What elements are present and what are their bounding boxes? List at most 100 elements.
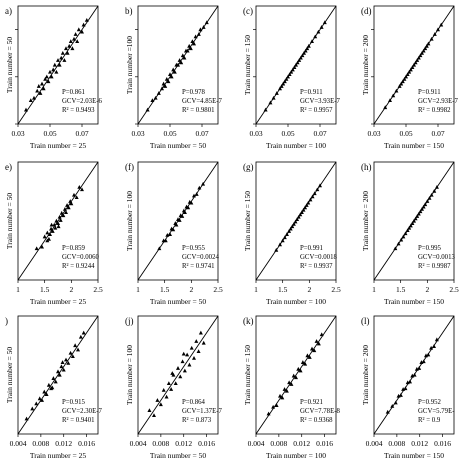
data-point — [278, 393, 282, 398]
x-tick-label: 0.004 — [10, 439, 27, 448]
panel-label: (c) — [243, 6, 253, 16]
data-point — [303, 48, 308, 53]
data-point — [197, 185, 202, 190]
x-tick-label: 0.05 — [43, 129, 56, 138]
data-point — [266, 411, 271, 416]
data-point — [312, 191, 317, 196]
data-point — [76, 347, 80, 352]
data-point — [69, 201, 74, 206]
x-tick-label: 1.5 — [396, 285, 406, 294]
data-point — [172, 69, 177, 74]
data-point — [176, 62, 180, 67]
data-point — [62, 207, 67, 211]
data-point — [68, 350, 73, 355]
x-tick-label: 0.03 — [367, 129, 380, 138]
plot-frame — [373, 161, 455, 281]
data-point — [64, 46, 68, 51]
data-point — [147, 408, 152, 412]
stat-text: P=0.911 — [418, 89, 441, 96]
data-point — [34, 246, 39, 251]
data-point — [153, 95, 158, 100]
x-tick-label: 2 — [425, 285, 429, 294]
data-point — [41, 86, 46, 91]
x-tick-label: 2 — [307, 285, 311, 294]
data-point — [403, 386, 408, 391]
data-point — [169, 387, 174, 391]
data-point — [66, 361, 71, 365]
x-tick-label: 0.004 — [130, 439, 147, 448]
data-point — [44, 74, 49, 79]
data-point — [300, 360, 305, 364]
panel-label: b) — [125, 6, 133, 16]
data-point — [168, 72, 172, 77]
data-point — [292, 65, 297, 69]
x-axis-label: Train number = 100 — [266, 451, 326, 460]
stat-text: R² = 0.9244 — [62, 263, 95, 270]
data-point — [304, 203, 309, 207]
x-tick-label: 0.008 — [32, 439, 49, 448]
data-point — [166, 79, 171, 84]
data-point — [394, 88, 399, 93]
data-point — [289, 382, 294, 386]
plot-frame — [255, 315, 337, 435]
data-point — [182, 55, 187, 60]
panel-label: (l) — [361, 316, 370, 326]
data-point — [280, 238, 285, 243]
data-point — [166, 381, 171, 386]
x-tick-label: 0.012 — [411, 439, 428, 448]
data-point — [59, 364, 64, 369]
stat-text: P=0.952 — [418, 399, 442, 406]
stat-text: R² = 0.9 — [418, 417, 441, 424]
data-point — [185, 48, 190, 53]
data-point — [77, 184, 82, 189]
data-point — [421, 204, 426, 209]
x-tick-label: 0.07 — [313, 129, 326, 138]
data-point — [308, 197, 313, 202]
data-point — [185, 352, 190, 357]
data-point — [410, 221, 415, 225]
data-point — [295, 217, 300, 222]
stat-text: R² = 0.9493 — [62, 107, 95, 114]
data-point — [420, 51, 424, 55]
data-point — [155, 398, 160, 402]
data-point — [397, 84, 402, 88]
data-point — [310, 39, 314, 43]
data-point — [164, 76, 169, 81]
x-axis-label: Train number = 50 — [150, 451, 206, 460]
data-point — [393, 246, 398, 251]
data-point — [81, 330, 86, 335]
data-point — [80, 29, 84, 34]
data-point — [72, 192, 76, 197]
y-axis-label: Train number = 150 — [243, 191, 252, 251]
data-point — [37, 396, 42, 401]
x-axis-label: Train number = 100 — [266, 297, 326, 306]
data-point — [288, 226, 293, 231]
panel-label: (j) — [125, 316, 134, 326]
x-tick-label: 0.012 — [55, 439, 72, 448]
data-point — [192, 193, 196, 198]
panel-label: (g) — [243, 162, 254, 172]
data-point — [295, 60, 300, 65]
plot-frame — [17, 161, 99, 281]
stat-text: P=0.955 — [182, 245, 206, 252]
x-tick-label: 1.5 — [40, 285, 50, 294]
data-point — [416, 211, 421, 216]
data-point — [434, 337, 439, 342]
data-point — [300, 53, 305, 58]
data-point — [161, 387, 166, 392]
data-point — [287, 380, 292, 385]
data-point — [303, 361, 308, 366]
data-point — [436, 27, 440, 32]
x-tick-label: 0.012 — [293, 439, 310, 448]
x-tick-label: 0.008 — [270, 439, 287, 448]
data-point — [418, 53, 423, 58]
data-point — [49, 74, 54, 79]
panel-label: ) — [5, 316, 8, 326]
data-point — [187, 43, 192, 48]
data-point — [296, 214, 301, 219]
stat-text: R² = 0.873 — [182, 417, 212, 424]
x-tick-label: 2.5 — [213, 285, 223, 294]
data-point — [284, 388, 289, 393]
stat-text: R² = 0.9982 — [418, 107, 451, 114]
data-point — [284, 76, 289, 81]
